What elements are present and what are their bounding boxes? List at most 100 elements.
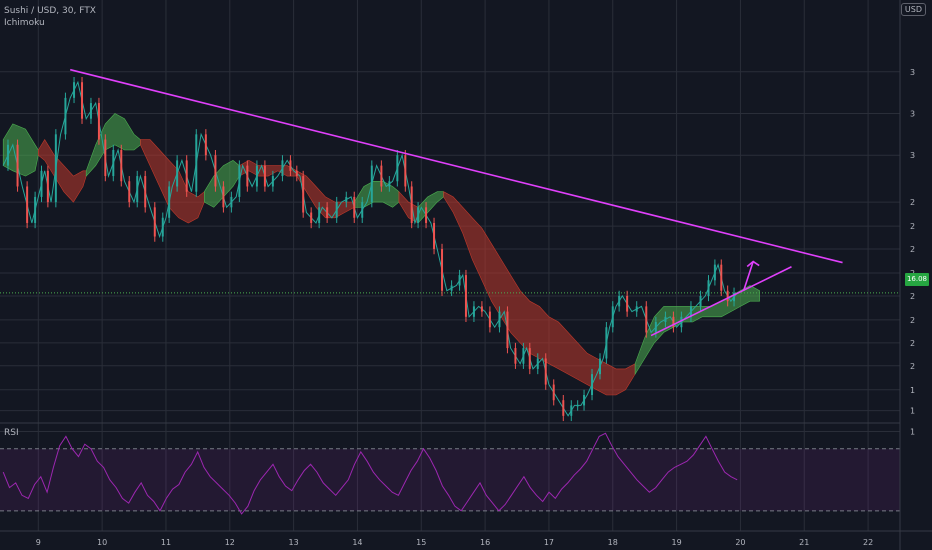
candle-body (46, 170, 49, 203)
trendline-support[interactable] (650, 266, 792, 337)
candle-body (605, 327, 608, 359)
candle-body (618, 295, 621, 307)
x-tick-label: 16 (480, 538, 490, 547)
candle-body (54, 134, 57, 203)
trendline-projection-arrow[interactable] (742, 261, 754, 291)
cloud-segment-bear (140, 139, 205, 224)
currency-button[interactable]: USD (900, 3, 926, 16)
x-tick-label: 18 (608, 538, 618, 547)
candle-body (222, 186, 225, 208)
candle-body (81, 82, 84, 119)
projection-arrow-head[interactable] (746, 260, 760, 268)
candle-body (388, 181, 391, 187)
price-series (0, 77, 900, 422)
rsi-pane: 80.0060.0040.0020.00 (0, 430, 924, 531)
y-tick-label: 2 (910, 339, 915, 348)
candle-body (120, 149, 123, 182)
candle-body (26, 186, 29, 223)
y-tick-label: 3 (910, 151, 915, 160)
y-tick-label: 1 (910, 407, 915, 416)
candle-body (6, 144, 9, 166)
candle-body (136, 176, 139, 203)
candle-body (680, 316, 683, 328)
candle-body (64, 97, 67, 135)
candle-body (238, 165, 241, 197)
candle-body (645, 306, 648, 333)
y-tick-label: 3 (910, 109, 915, 118)
candle-body (214, 155, 217, 187)
y-tick-label: 3 (910, 68, 915, 77)
candle-body (536, 358, 539, 369)
candle-body (289, 160, 292, 171)
candle-body (380, 165, 383, 187)
candle-body (263, 165, 266, 187)
candle-body (720, 264, 723, 291)
candle-body (544, 358, 547, 385)
x-tick-label: 17 (544, 538, 554, 547)
y-tick-label: 1 (910, 427, 915, 436)
candle-body (410, 186, 413, 223)
candle-body (707, 280, 710, 296)
trendline-resistance[interactable] (70, 68, 843, 264)
candle-body (506, 311, 509, 349)
candle-body (204, 134, 207, 156)
ichimoku-cloud (2, 113, 760, 396)
x-tick-label: 10 (97, 538, 107, 547)
trendlines[interactable] (70, 68, 843, 337)
last-price-tag: 16.08 (905, 273, 929, 286)
candle-body (345, 196, 348, 203)
candle-body (97, 103, 100, 140)
x-tick-label: 9 (36, 538, 41, 547)
candle-body (576, 405, 579, 407)
cloud-segment-bull (204, 160, 240, 208)
rsi-band (0, 448, 900, 511)
candle-body (599, 358, 601, 375)
candle-body (528, 348, 531, 369)
y-tick-label: 1 (910, 386, 915, 395)
candle-body (488, 311, 491, 328)
candle-body (689, 306, 692, 317)
indicator-legend-ichimoku[interactable]: Ichimoku (4, 18, 45, 28)
cloud-segment-bear (38, 139, 87, 203)
candle-body (230, 196, 233, 208)
candle-body (425, 207, 428, 223)
y-tick-label: 2 (910, 316, 915, 325)
candle-body (733, 292, 736, 302)
cloud-segment-bull (634, 285, 760, 376)
x-tick-label: 15 (416, 538, 426, 547)
candle-body (464, 275, 467, 317)
candle-body (153, 207, 156, 237)
candle-body (246, 165, 249, 187)
candle-body (185, 160, 188, 192)
candle-body (591, 374, 594, 395)
candle-body (370, 165, 373, 203)
candle-body (396, 155, 399, 182)
candle-body (34, 196, 37, 223)
indicator-legend-rsi[interactable]: RSI (4, 428, 19, 438)
candle-body (271, 176, 274, 187)
candle-body (562, 400, 565, 416)
candle-body (73, 82, 76, 98)
candle-body (583, 394, 586, 406)
candle-body (522, 348, 525, 364)
candle-body (450, 285, 453, 291)
y-tick-label: 2 (910, 245, 915, 254)
candle-body (335, 202, 338, 218)
candle-body (144, 176, 147, 208)
x-tick-label: 20 (735, 538, 745, 547)
candle-body (570, 405, 573, 416)
candle-body (89, 103, 92, 119)
candle-body (40, 170, 43, 197)
x-tick-label: 22 (863, 538, 873, 547)
cloud-segment-bear (443, 191, 636, 396)
cloud-segment-bear (398, 190, 419, 224)
candle-body (514, 348, 517, 364)
candle-body (417, 207, 420, 223)
candle-body (302, 176, 305, 213)
candle-body (552, 384, 555, 401)
symbol-title[interactable]: Sushi / USD, 30, FTX (4, 6, 96, 16)
candle-body (664, 316, 667, 323)
candle-body (361, 202, 364, 218)
candle-body (480, 306, 483, 312)
